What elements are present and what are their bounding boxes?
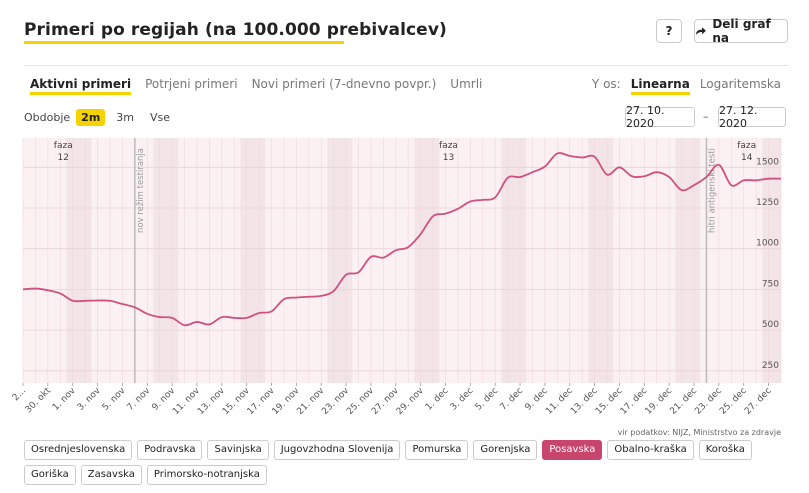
period-label: Obdobje <box>24 111 71 124</box>
date-from-input[interactable]: 27. 10. 2020 <box>625 104 695 130</box>
x-tick-label: 30. okt <box>24 386 54 416</box>
tab-new-cases[interactable]: Novi primeri (7-dnevno povpr.) <box>251 77 437 91</box>
y-axis-linear-option[interactable]: Linearna <box>630 77 690 95</box>
event-label: hitri antigenski testi <box>707 148 717 233</box>
plot-background <box>23 138 781 383</box>
event-label: nov režim testiranja <box>136 148 146 233</box>
region-button[interactable]: Goriška <box>24 465 76 485</box>
weekend-band <box>153 138 179 383</box>
weekend-band <box>762 138 781 383</box>
region-button[interactable]: Zasavska <box>80 465 142 485</box>
weekend-band <box>588 138 614 383</box>
phase-label: faza <box>737 141 756 151</box>
phase-label: faza <box>439 141 458 151</box>
weekend-band <box>414 138 440 383</box>
x-tick-label: 5. dec <box>474 386 501 413</box>
help-button[interactable]: ? <box>656 19 682 43</box>
y-axis-log-option[interactable]: Logaritemska <box>699 77 781 91</box>
y-tick-label: 250 <box>762 361 779 371</box>
weekend-band <box>240 138 266 383</box>
share-arrow-icon <box>695 27 706 35</box>
x-tick-label: 3. nov <box>76 386 103 413</box>
y-tick-label: 1250 <box>756 198 779 208</box>
x-tick-label: 7. nov <box>126 386 153 413</box>
tab-deaths[interactable]: Umrli <box>450 77 483 91</box>
x-tick-label: 7. dec <box>499 386 526 413</box>
region-button[interactable]: Jugovzhodna Slovenija <box>273 440 401 460</box>
region-button[interactable]: Osrednjeslovenska <box>24 440 133 460</box>
region-button[interactable]: Savinjska <box>207 440 269 460</box>
region-button[interactable]: Gorenjska <box>473 440 538 460</box>
region-selector: Osrednjeslovenska Podravska Savinjska Jugov… <box>24 440 764 485</box>
phase-number: 12 <box>58 153 69 163</box>
title-underline <box>24 41 344 44</box>
x-tick-label: 27. dec <box>743 386 774 417</box>
chart: 250 500 750 1000 1250 1500 nov režim testiranj… <box>11 138 782 417</box>
phase-number: 13 <box>443 153 454 163</box>
tab-active-cases[interactable]: Aktivni primeri <box>30 77 132 95</box>
x-tick-label: 5. nov <box>101 386 128 413</box>
page-title: Primeri po regijah (na 100.000 prebivalc… <box>24 20 447 40</box>
share-button-label: Deli graf na <box>712 17 771 45</box>
x-tick-label: 1. nov <box>51 386 78 413</box>
region-button[interactable]: Koroška <box>698 440 752 460</box>
y-tick-label: 1000 <box>756 239 779 249</box>
weekend-band <box>501 138 527 383</box>
region-button[interactable]: Obalno-kraška <box>607 440 694 460</box>
period-3m-button[interactable]: 3m <box>116 111 135 124</box>
metric-tabs: Aktivni primeri Potrjeni primeri Novi pr… <box>30 77 482 95</box>
y-tick-label: 750 <box>762 279 779 289</box>
region-button[interactable]: Podravska <box>137 440 203 460</box>
y-axis-label: Y os: <box>591 77 621 91</box>
y-tick-label: 1500 <box>756 157 779 167</box>
y-axis-control: Y os: Linearna Logaritemska <box>592 77 781 95</box>
weekend-band <box>66 138 92 383</box>
region-button[interactable]: Pomurska <box>405 440 469 460</box>
period-control: Obdobje 2m 3m Vse <box>24 109 175 126</box>
date-separator: – <box>703 110 709 123</box>
x-tick-label: 29. nov <box>395 386 426 417</box>
date-to-input[interactable]: 27. 12. 2020 <box>718 104 786 130</box>
x-tick-label: 2... <box>11 386 28 403</box>
period-all-button[interactable]: Vse <box>150 111 171 124</box>
phase-number: 14 <box>741 153 753 163</box>
phase-label: faza <box>54 141 73 151</box>
divider <box>24 65 789 66</box>
weekend-band <box>675 138 701 383</box>
y-tick-label: 500 <box>762 320 779 330</box>
period-2m-button[interactable]: 2m <box>76 109 106 126</box>
series-line <box>22 152 782 327</box>
region-button[interactable]: Posavska <box>542 440 603 460</box>
weekend-band <box>327 138 353 383</box>
share-button[interactable]: Deli graf na <box>694 17 788 45</box>
data-source: vir podatkov: NIJZ, Ministrstvo za zdrav… <box>617 428 781 437</box>
x-tick-label: 3. dec <box>449 386 476 413</box>
x-tick-label: 1. dec <box>424 386 451 413</box>
region-button[interactable]: Primorsko-notranjska <box>146 465 267 485</box>
tab-confirmed-cases[interactable]: Potrjeni primeri <box>145 77 238 91</box>
